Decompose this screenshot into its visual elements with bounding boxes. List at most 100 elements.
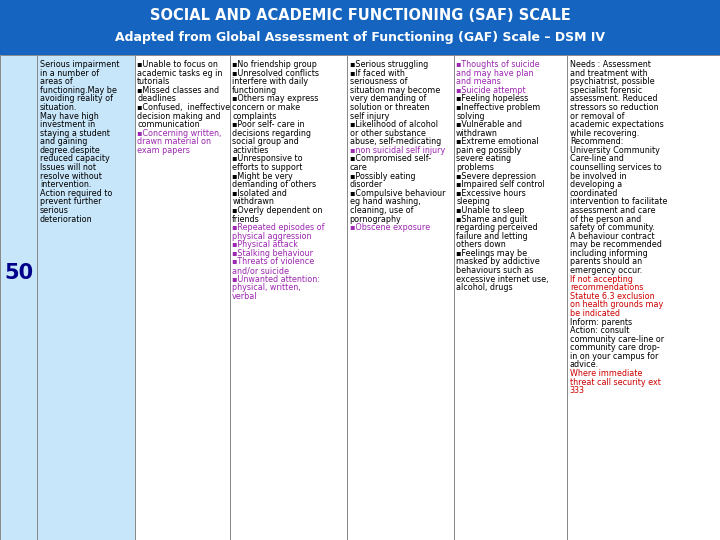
Text: withdrawn: withdrawn [232, 197, 274, 206]
Text: counselling services to: counselling services to [570, 163, 662, 172]
Text: failure and letting: failure and letting [456, 232, 528, 241]
Text: abuse, self-medicating: abuse, self-medicating [349, 137, 441, 146]
Text: and/or suicide: and/or suicide [232, 266, 289, 275]
Text: functioning.May be: functioning.May be [40, 86, 117, 94]
Text: developing a: developing a [570, 180, 622, 189]
Text: ▪Shame and guilt: ▪Shame and guilt [456, 214, 528, 224]
Text: tutorials: tutorials [137, 77, 171, 86]
Text: situation may become: situation may become [349, 86, 440, 94]
Text: staying a student: staying a student [40, 129, 110, 138]
Bar [230, 55, 347, 540]
Text: prevent further: prevent further [40, 197, 102, 206]
Text: academic tasks eg in: academic tasks eg in [137, 69, 222, 78]
Text: demanding of others: demanding of others [232, 180, 316, 189]
Text: pornography: pornography [349, 214, 401, 224]
Text: in on your campus for: in on your campus for [570, 352, 658, 361]
Text: be involved in: be involved in [570, 172, 626, 180]
Text: coordinated: coordinated [570, 189, 618, 198]
Text: ▪Unresolved conflicts: ▪Unresolved conflicts [232, 69, 319, 78]
Text: A behaviour contract: A behaviour contract [570, 232, 654, 241]
Text: ▪Thoughts of suicide: ▪Thoughts of suicide [456, 60, 540, 69]
Text: drawn material on: drawn material on [137, 137, 211, 146]
Text: ▪No friendship group: ▪No friendship group [232, 60, 317, 69]
Text: ▪Likelihood of alcohol: ▪Likelihood of alcohol [349, 120, 438, 129]
Text: sleeping: sleeping [456, 197, 490, 206]
Text: complaints: complaints [232, 111, 276, 120]
Text: may be recommended: may be recommended [570, 240, 662, 249]
Text: ▪Compulsive behaviour: ▪Compulsive behaviour [349, 189, 445, 198]
Text: physical, written,: physical, written, [232, 283, 301, 292]
Text: pain eg possibly: pain eg possibly [456, 146, 521, 155]
Text: Action: consult: Action: consult [570, 326, 629, 335]
Text: safety of community.: safety of community. [570, 223, 654, 232]
Text: Action required to: Action required to [40, 189, 112, 198]
Text: activities: activities [232, 146, 269, 155]
Text: assessment and care: assessment and care [570, 206, 655, 215]
Text: verbal: verbal [232, 292, 258, 301]
Text: behaviours such as: behaviours such as [456, 266, 534, 275]
Text: ▪Ineffective problem: ▪Ineffective problem [456, 103, 540, 112]
Text: others down: others down [456, 240, 506, 249]
Text: ▪Confused,  ineffective: ▪Confused, ineffective [137, 103, 230, 112]
Text: threat call security ext: threat call security ext [570, 377, 661, 387]
Text: withdrawn: withdrawn [456, 129, 498, 138]
Text: ▪Suicide attempt: ▪Suicide attempt [456, 86, 526, 94]
Text: assessment. Reduced: assessment. Reduced [570, 94, 657, 103]
Text: and treatment with: and treatment with [570, 69, 647, 78]
Text: very demanding of: very demanding of [349, 94, 426, 103]
Text: ▪Unable to focus on: ▪Unable to focus on [137, 60, 218, 69]
Text: deterioration: deterioration [40, 214, 93, 224]
Text: or other substance: or other substance [349, 129, 426, 138]
Text: serious: serious [40, 206, 69, 215]
Text: intervention to facilitate: intervention to facilitate [570, 197, 667, 206]
Text: community care-line or: community care-line or [570, 335, 664, 343]
Text: ▪Compromised self-: ▪Compromised self- [349, 154, 431, 164]
Text: ▪If faced with: ▪If faced with [349, 69, 405, 78]
Text: excessive internet use,: excessive internet use, [456, 275, 549, 284]
Text: ▪Others may express: ▪Others may express [232, 94, 318, 103]
Bar [454, 55, 567, 540]
Text: or removal of: or removal of [570, 111, 624, 120]
Bar [567, 55, 720, 540]
Text: decision making and: decision making and [137, 111, 220, 120]
Text: exam papers: exam papers [137, 146, 190, 155]
Text: resolve without: resolve without [40, 172, 102, 180]
Text: including informing: including informing [570, 249, 647, 258]
Text: Care-line and: Care-line and [570, 154, 624, 164]
Text: recommendations: recommendations [570, 283, 643, 292]
Text: regarding perceived: regarding perceived [456, 223, 538, 232]
Text: ▪Missed classes and: ▪Missed classes and [137, 86, 220, 94]
Text: self injury: self injury [349, 111, 389, 120]
Text: stressors so reduction: stressors so reduction [570, 103, 659, 112]
Text: ▪Extreme emotional: ▪Extreme emotional [456, 137, 539, 146]
Text: Statute 6.3 exclusion: Statute 6.3 exclusion [570, 292, 654, 301]
Text: ▪Feeling hopeless: ▪Feeling hopeless [456, 94, 528, 103]
Text: ▪Overly dependent on: ▪Overly dependent on [232, 206, 323, 215]
Text: disorder: disorder [349, 180, 383, 189]
Text: cleaning, use of: cleaning, use of [349, 206, 413, 215]
Text: ▪Unable to sleep: ▪Unable to sleep [456, 206, 524, 215]
Text: Recommend:: Recommend: [570, 137, 624, 146]
Text: ▪Physical attack: ▪Physical attack [232, 240, 298, 249]
Text: Adapted from Global Assessment of Functioning (GAF) Scale – DSM IV: Adapted from Global Assessment of Functi… [115, 31, 605, 44]
Text: ▪Vulnerable and: ▪Vulnerable and [456, 120, 522, 129]
Text: degree.despite: degree.despite [40, 146, 101, 155]
Text: situation.: situation. [40, 103, 77, 112]
Bar [37, 55, 135, 540]
Text: community care drop-: community care drop- [570, 343, 660, 352]
Text: friends: friends [232, 214, 260, 224]
Text: social group and: social group and [232, 137, 299, 146]
Text: ▪Feelings may be: ▪Feelings may be [456, 249, 527, 258]
Text: and may have plan: and may have plan [456, 69, 534, 78]
Text: SOCIAL AND ACADEMIC FUNCTIONING (SAF) SCALE: SOCIAL AND ACADEMIC FUNCTIONING (SAF) SC… [150, 8, 570, 23]
Bar [0, 55, 37, 540]
Text: ▪Concerning written,: ▪Concerning written, [137, 129, 222, 138]
Text: If not accepting: If not accepting [570, 275, 633, 284]
Text: psychiatrist, possible: psychiatrist, possible [570, 77, 654, 86]
Text: Inform: parents: Inform: parents [570, 318, 632, 327]
Text: solution or threaten: solution or threaten [349, 103, 429, 112]
Text: problems: problems [456, 163, 494, 172]
Text: of the person and: of the person and [570, 214, 641, 224]
Text: seriousness of: seriousness of [349, 77, 407, 86]
Text: ▪Unresponsive to: ▪Unresponsive to [232, 154, 303, 164]
